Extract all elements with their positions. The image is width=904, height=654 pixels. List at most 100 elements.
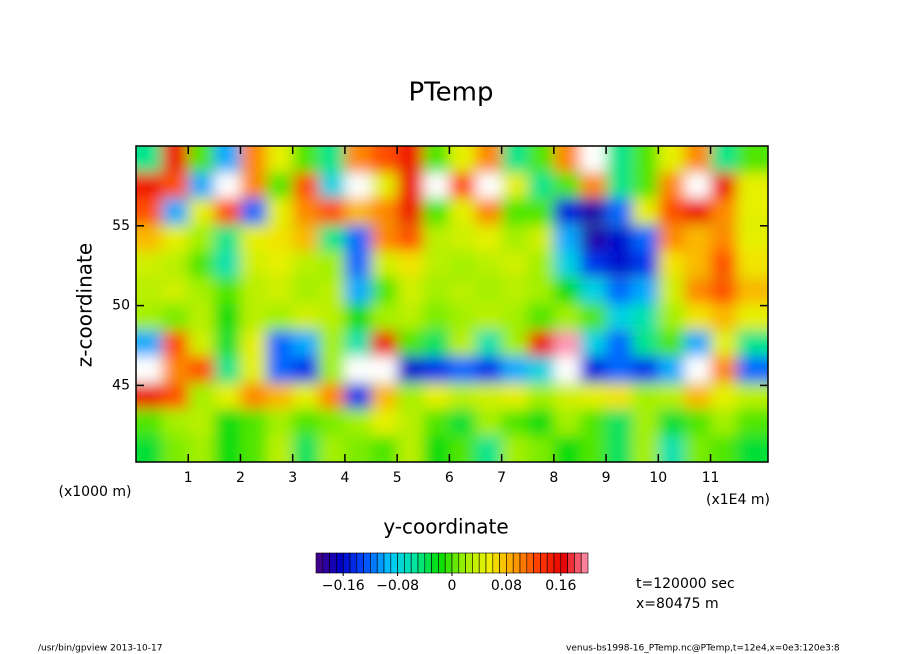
x-tick-label: 3	[288, 470, 297, 486]
heatmap-cell	[736, 408, 768, 436]
heatmap-cell	[606, 278, 633, 305]
x-tick-label: 9	[602, 470, 611, 486]
heatmap-cell	[449, 383, 476, 410]
heatmap-cell	[658, 198, 685, 225]
heatmap-cell	[162, 250, 189, 278]
heatmap-cell	[527, 303, 554, 330]
heatmap-cell	[292, 330, 319, 358]
heatmap-cell	[240, 356, 267, 383]
heatmap-cell	[188, 435, 215, 462]
x-axis-unit: (x1E4 m)	[706, 492, 770, 508]
heatmap-cell	[423, 303, 450, 330]
heatmap-cell	[736, 303, 768, 330]
x-axis-label: y-coordinate	[383, 515, 508, 539]
heatmap-cell	[475, 146, 502, 173]
heatmap-cell	[606, 250, 633, 278]
heatmap-cell	[397, 198, 424, 225]
heatmap-cell	[501, 198, 528, 225]
heatmap-cell	[658, 383, 685, 410]
colorbar-tick-label: −0.16	[322, 578, 365, 594]
heatmap-cell	[371, 303, 398, 330]
heatmap-cell	[736, 435, 768, 462]
heatmap-cell	[240, 250, 267, 278]
colorbar-box	[553, 552, 562, 574]
heatmap-cell	[136, 330, 163, 358]
heatmap-cell	[632, 198, 659, 225]
heatmap-cell	[371, 278, 398, 305]
colorbar-box	[404, 552, 412, 574]
heatmap-cell	[318, 330, 345, 358]
heatmap-cell	[318, 383, 345, 410]
heatmap-cell	[188, 146, 215, 173]
colorbar-box	[560, 552, 568, 574]
heatmap-cell	[214, 408, 241, 436]
heatmap-cell	[292, 356, 319, 383]
heatmap-cell	[501, 303, 528, 330]
colorbar-box	[342, 552, 351, 574]
colorbar-box	[329, 552, 337, 574]
heatmap-cell	[710, 383, 737, 410]
heatmap-cell	[371, 146, 398, 173]
heatmap-cell	[449, 278, 476, 305]
heatmap-cell	[632, 408, 659, 436]
heatmap-cell	[579, 172, 607, 200]
heatmap-cell	[632, 330, 659, 358]
heatmap-cell	[397, 435, 424, 462]
colorbar-box	[478, 552, 487, 574]
heatmap-cell	[710, 225, 737, 252]
annotation: x=80475 m	[636, 596, 719, 612]
heatmap-cell	[266, 278, 293, 305]
heatmap-cell	[266, 408, 293, 436]
heatmap-cell	[501, 225, 528, 252]
heatmap-cell	[292, 303, 319, 330]
heatmap-cell	[658, 330, 685, 358]
heatmap-cell	[736, 250, 768, 278]
heatmap-cell	[318, 303, 345, 330]
heatmap-cell	[527, 225, 554, 252]
heatmap-cell	[710, 146, 737, 173]
heatmap-cell	[318, 356, 345, 383]
heatmap-cell	[606, 198, 633, 225]
heatmap-cell	[710, 172, 737, 200]
heatmap-cell	[162, 146, 189, 173]
heatmap-cell	[606, 225, 633, 252]
heatmap-cell	[606, 356, 633, 383]
heatmap-cell	[475, 435, 502, 462]
heatmap-cell	[632, 146, 659, 173]
heatmap-cell	[214, 435, 241, 462]
heatmap-cell	[527, 435, 554, 462]
colorbar-box	[410, 552, 419, 574]
heatmap-cell	[658, 146, 685, 173]
heatmap-cell	[684, 408, 711, 436]
heatmap-cell	[397, 278, 424, 305]
heatmap-cell	[136, 198, 163, 225]
heatmap-cell	[710, 278, 737, 305]
heatmap-cell	[684, 330, 711, 358]
heatmap-cell	[553, 146, 580, 173]
heatmap-cell	[658, 225, 685, 252]
heatmap-cell	[501, 278, 528, 305]
heatmap-cell	[371, 225, 398, 252]
heatmap-cell	[632, 250, 659, 278]
y-axis-unit: (x1000 m)	[59, 484, 132, 500]
heatmap-cell	[449, 330, 476, 358]
heatmap-cell	[162, 330, 189, 358]
heatmap-cell	[240, 172, 267, 200]
heatmap-cell	[266, 250, 293, 278]
heatmap-cell	[188, 408, 215, 436]
colorbar-tick-label: 0.08	[491, 578, 522, 594]
heatmap-cell	[658, 278, 685, 305]
annotation: t=120000 sec	[636, 576, 735, 592]
heatmap-cell	[553, 250, 580, 278]
heatmap-cell	[188, 172, 215, 200]
heatmap-cell	[344, 303, 372, 330]
heatmap-cell	[632, 172, 659, 200]
heatmap-cell	[136, 225, 163, 252]
heatmap-cell	[579, 250, 607, 278]
heatmap-cell	[240, 146, 267, 173]
heatmap-cell	[292, 278, 319, 305]
heatmap-cell	[371, 408, 398, 436]
heatmap-cell	[240, 408, 267, 436]
heatmap-cell	[710, 303, 737, 330]
heatmap-cell	[684, 172, 711, 200]
